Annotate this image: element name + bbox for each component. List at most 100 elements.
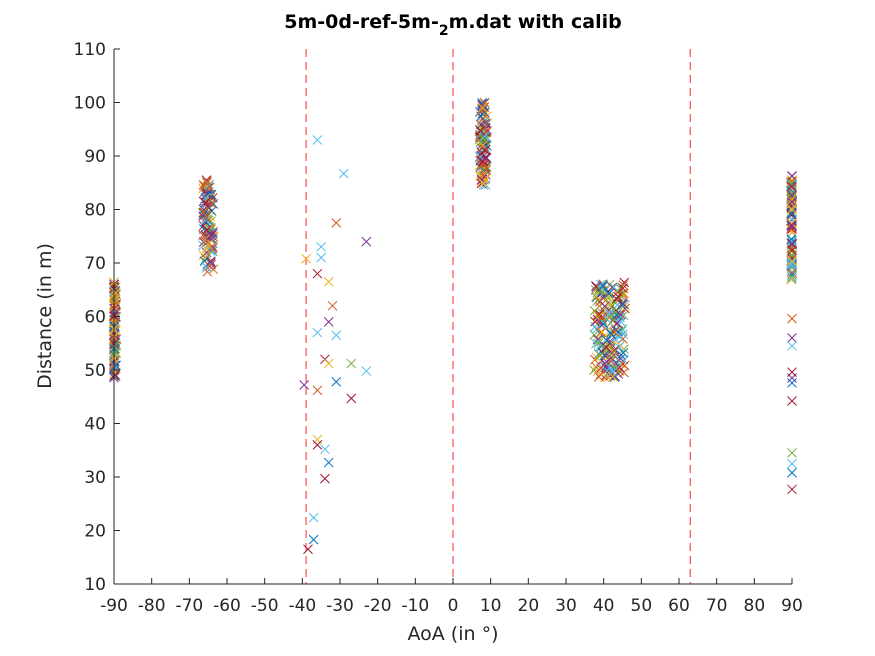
data-point-marker — [787, 171, 797, 181]
x-tick-label: -80 — [138, 596, 166, 616]
y-tick-label: 70 — [84, 254, 106, 274]
data-point-marker — [606, 353, 616, 363]
data-point-marker — [205, 232, 215, 243]
x-axis-ticks: -90 -80 -70 -60 -50 -40 -30 -20 -10 0 10 20 30 40 50 60… — [100, 578, 803, 616]
data-point-marker — [475, 125, 486, 136]
data-point-marker — [203, 239, 213, 250]
reference-lines — [305, 49, 691, 584]
data-point-marker — [198, 211, 208, 222]
data-point-marker — [601, 342, 612, 353]
data-point-marker — [598, 319, 609, 329]
x-tick-label: -30 — [326, 596, 354, 616]
data-point-marker — [301, 253, 311, 264]
data-point-marker — [787, 373, 797, 383]
data-point-marker — [198, 209, 209, 219]
x-tick-label: 10 — [480, 596, 502, 616]
data-point-marker — [604, 291, 614, 301]
data-point-marker — [787, 458, 797, 469]
x-tick-label: 20 — [518, 596, 540, 616]
data-point-marker — [605, 311, 616, 322]
data-point-marker — [787, 377, 797, 388]
data-point-marker — [200, 193, 211, 203]
data-point-marker — [787, 341, 797, 351]
data-point-marker — [479, 97, 490, 108]
data-point-marker — [198, 230, 208, 240]
data-point-marker — [786, 178, 797, 189]
data-point-marker — [200, 197, 211, 208]
data-point-marker — [787, 484, 797, 495]
data-point-marker — [787, 220, 797, 231]
data-point-marker — [477, 102, 488, 113]
x-tick-label: -40 — [288, 596, 316, 616]
data-point-marker — [316, 252, 327, 263]
data-point-marker — [786, 274, 797, 285]
data-point-marker — [323, 316, 334, 327]
data-point-marker — [786, 181, 797, 192]
data-point-marker — [597, 327, 608, 337]
data-point-marker — [476, 165, 487, 175]
data-point-marker — [595, 350, 606, 361]
data-point-marker — [312, 434, 323, 445]
y-tick-label: 40 — [84, 415, 106, 435]
data-point-marker — [361, 236, 372, 247]
data-point-marker — [613, 326, 624, 337]
data-point-marker — [591, 324, 602, 335]
x-tick-label: -10 — [401, 596, 429, 616]
data-point-marker — [110, 369, 120, 380]
x-tick-label: 70 — [706, 596, 728, 616]
data-point-marker — [787, 273, 797, 284]
data-point-marker — [600, 301, 610, 312]
data-point-marker — [312, 135, 323, 145]
data-point-marker — [610, 325, 621, 335]
data-point-marker — [618, 283, 628, 294]
x-tick-label: 60 — [668, 596, 690, 616]
data-point-marker — [787, 207, 797, 217]
data-point-marker — [595, 363, 606, 374]
data-point-marker — [787, 262, 797, 273]
data-point-marker — [786, 272, 797, 282]
x-tick-label: -60 — [213, 596, 241, 616]
x-tick-label: -90 — [100, 596, 128, 616]
data-point-marker — [202, 262, 212, 273]
data-point-marker — [323, 276, 334, 287]
data-point-marker — [609, 282, 619, 292]
data-point-marker — [312, 327, 323, 338]
data-point-marker — [312, 385, 323, 396]
data-point-marker — [786, 220, 796, 231]
data-point-marker — [787, 448, 797, 458]
x-tick-label: 0 — [448, 596, 459, 616]
data-point-marker — [595, 340, 606, 350]
y-tick-label: 80 — [84, 201, 106, 221]
data-point-marker — [608, 371, 618, 382]
data-point-marker — [323, 358, 334, 369]
data-point-marker — [476, 148, 487, 158]
data-point-marker — [331, 218, 342, 228]
data-point-marker — [205, 182, 215, 193]
data-point-marker — [477, 132, 488, 143]
data-point-marker — [596, 313, 607, 324]
data-point-marker — [786, 257, 797, 268]
data-point-marker — [477, 114, 488, 124]
data-point-marker — [346, 358, 357, 369]
data-point-marker — [481, 164, 492, 175]
data-point-marker — [110, 287, 121, 298]
x-axis-label: AoA (in °) — [407, 623, 498, 645]
data-point-marker — [316, 242, 327, 252]
data-point-marker — [787, 255, 797, 266]
data-point-marker — [206, 257, 216, 268]
data-point-marker — [786, 208, 797, 219]
data-point-marker — [599, 350, 610, 361]
data-point-marker — [607, 349, 617, 359]
data-point-marker — [478, 178, 489, 189]
data-point-marker — [620, 300, 630, 310]
y-tick-label: 10 — [84, 575, 106, 595]
data-point-marker — [787, 236, 797, 247]
y-axis-label: Distance (in m) — [34, 243, 56, 389]
data-point-marker — [312, 440, 323, 450]
x-tick-label: 50 — [631, 596, 653, 616]
data-point-marker — [327, 300, 338, 311]
y-tick-label: 100 — [74, 94, 106, 114]
data-point-marker — [610, 307, 621, 318]
data-point-marker — [303, 544, 313, 555]
